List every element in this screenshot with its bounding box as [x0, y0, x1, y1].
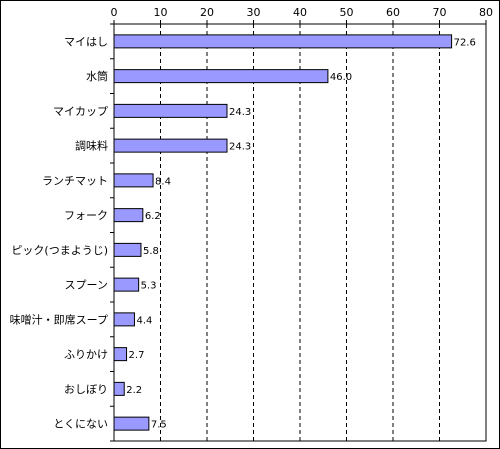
x-tick-label: 50	[340, 6, 354, 19]
grid-lines	[160, 24, 440, 441]
value-label: 24.3	[229, 107, 251, 118]
bar	[113, 416, 150, 431]
value-labels: 72.6 46.0 24.3 24.3 8.4 6.2 5.8 5.3 4.4 2.7 2.2 7.5	[126, 37, 476, 430]
value-label: 4.4	[136, 315, 152, 326]
value-label: 46.0	[330, 72, 352, 83]
x-tick-label: 60	[386, 6, 400, 19]
category-label: ピック(つまようじ)	[11, 244, 108, 257]
category-label: おしぼり	[64, 383, 108, 396]
category-label: 味噌汁・即席スープ	[10, 312, 108, 326]
x-tick-labels: 0 10 20 30 40 50 60 70 80	[111, 6, 494, 19]
bar	[113, 242, 142, 257]
bar	[113, 34, 453, 49]
bar	[113, 69, 329, 84]
plot-area-border	[113, 23, 487, 442]
value-label: 8.4	[155, 176, 171, 187]
x-tick-label: 0	[111, 6, 118, 19]
bar	[113, 312, 135, 327]
value-label: 5.3	[141, 281, 157, 292]
x-tick-label: 80	[479, 6, 493, 19]
value-label: 72.6	[454, 37, 476, 48]
category-label: スプーン	[65, 279, 108, 292]
x-tick-label: 70	[433, 6, 447, 19]
value-label: 6.2	[145, 211, 161, 222]
bar	[113, 381, 125, 396]
value-label: 7.5	[151, 420, 167, 431]
category-label: 水筒	[86, 69, 108, 83]
category-label: ふりかけ	[64, 348, 108, 361]
bar	[113, 347, 128, 362]
value-label: 2.2	[126, 385, 142, 396]
x-tick-label: 10	[154, 6, 168, 19]
category-label: ランチマット	[42, 174, 108, 187]
bar	[113, 173, 154, 188]
x-tick-label: 30	[247, 6, 261, 19]
bars	[113, 34, 453, 431]
bar	[113, 277, 140, 292]
category-label: 調味料	[75, 139, 108, 153]
x-tick-label: 20	[200, 6, 214, 19]
bar	[113, 208, 144, 223]
bar	[113, 138, 228, 153]
category-label: マイはし	[64, 35, 108, 48]
category-label: マイカップ	[53, 105, 108, 118]
value-label: 24.3	[229, 142, 251, 153]
category-label: フォーク	[64, 209, 108, 222]
value-label: 2.7	[129, 350, 145, 361]
x-tick-label: 40	[293, 6, 307, 19]
axes	[110, 20, 487, 442]
bar	[113, 103, 228, 118]
value-label: 5.8	[143, 246, 159, 257]
category-label: とくにない	[53, 418, 108, 431]
